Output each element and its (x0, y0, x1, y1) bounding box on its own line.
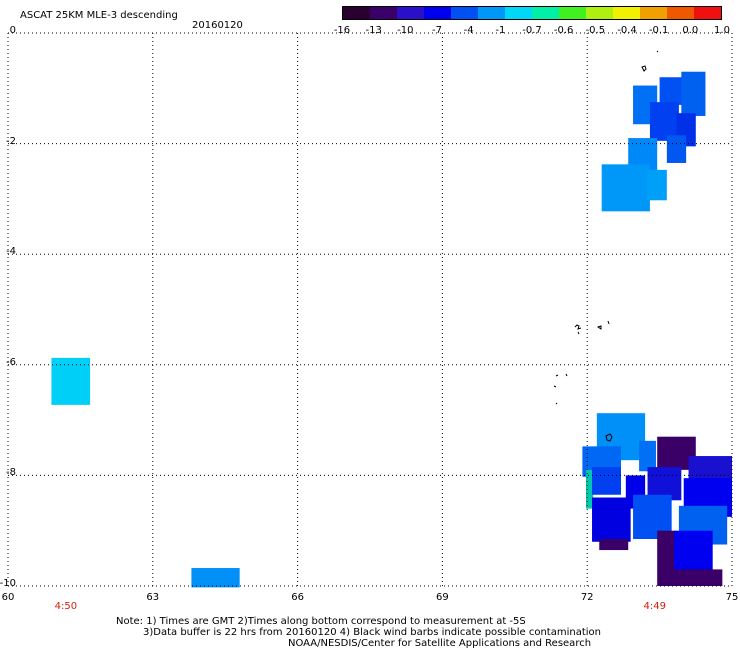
colorbar-swatch (586, 7, 613, 19)
longitude-tick-label: 72 (580, 592, 594, 603)
colorbar-tick-label: -16 (333, 25, 351, 36)
wind-data-cell (51, 357, 91, 405)
island-outline (553, 373, 568, 405)
colorbar-swatch (505, 7, 532, 19)
latitude-tick-label: 0 (9, 25, 16, 36)
colorbar-swatch (694, 7, 721, 19)
colorbar-swatch (559, 7, 586, 19)
island-outlines (553, 50, 659, 442)
latitude-tick-label: -4 (6, 246, 16, 258)
colorbar-swatch (532, 7, 559, 19)
colorbar-tick-label: 0.0 (682, 25, 699, 36)
colorbar-tick-label: -0.1 (648, 25, 669, 36)
wind-data-cell (674, 569, 723, 586)
longitude-tick-label: 69 (436, 592, 449, 603)
wind-data-cell (592, 497, 631, 542)
wind-data-cell (585, 469, 594, 509)
latitude-tick-label: -8 (6, 467, 16, 479)
island-outline (605, 433, 613, 442)
colorbar-tick-label: -1 (495, 25, 506, 36)
colorbar-swatch (613, 7, 640, 19)
island-outline (641, 50, 659, 72)
colorbar-swatch (424, 7, 451, 19)
colorbar-tick-label: -0.6 (553, 25, 574, 36)
wind-data-cell (647, 169, 667, 201)
colorbar-swatch (478, 7, 505, 19)
wind-data-cell (666, 135, 687, 163)
colorbar-tick-label: -7 (432, 25, 442, 36)
footer-note-2: 3)Data buffer is 22 hrs from 20160120 4)… (143, 627, 601, 638)
colorbar-swatch (451, 7, 478, 19)
wind-data-cell (592, 467, 621, 495)
wind-data-cell (657, 530, 677, 586)
wind-data-cells (51, 71, 732, 588)
colorbar-tick-label: -0.5 (585, 25, 606, 36)
swath-time-label: 4:50 (54, 601, 78, 612)
colorbar-swatch (343, 7, 370, 19)
longitude-tick-label: 66 (291, 592, 304, 603)
wind-data-cell (639, 440, 656, 472)
latitude-tick-label: -10 (0, 578, 16, 589)
colorbar-tick-label: -4 (463, 25, 474, 36)
longitude-tick-label: 60 (1, 592, 15, 603)
wind-data-cell (649, 102, 679, 141)
latitude-tick-label: -2 (6, 135, 16, 147)
colorbar-swatch (370, 7, 397, 19)
wind-data-cell (191, 568, 240, 588)
product-title: ASCAT 25KM MLE-3 descending (20, 10, 178, 21)
colorbar-tick-label: -13 (365, 25, 382, 36)
wind-data-cell (601, 164, 650, 212)
longitude-tick-label: 75 (725, 592, 739, 603)
colorbar-tick-label: -0.7 (522, 25, 542, 36)
colorbar-swatch (667, 7, 694, 19)
wind-data-cell (681, 71, 706, 116)
latitude-tick-label: -6 (6, 356, 16, 368)
colorbar (342, 6, 722, 20)
longitude-tick-label: 63 (146, 592, 160, 603)
wind-data-cell (599, 538, 629, 551)
lat-lon-grid (7, 32, 733, 587)
island-outline (574, 320, 610, 335)
swath-time-label: 4:49 (643, 601, 666, 612)
colorbar-tick-label: 1.0 (714, 25, 730, 36)
footer-credit: NOAA/NESDIS/Center for Satellite Applica… (288, 638, 592, 649)
colorbar-tick-label: -10 (397, 25, 414, 36)
footer-note-1: Note: 1) Times are GMT 2)Times along bot… (116, 616, 526, 627)
colorbar-swatch (640, 7, 667, 19)
colorbar-tick-label: -0.4 (617, 25, 637, 36)
product-date: 20160120 (192, 20, 243, 31)
colorbar-swatch (397, 7, 424, 19)
